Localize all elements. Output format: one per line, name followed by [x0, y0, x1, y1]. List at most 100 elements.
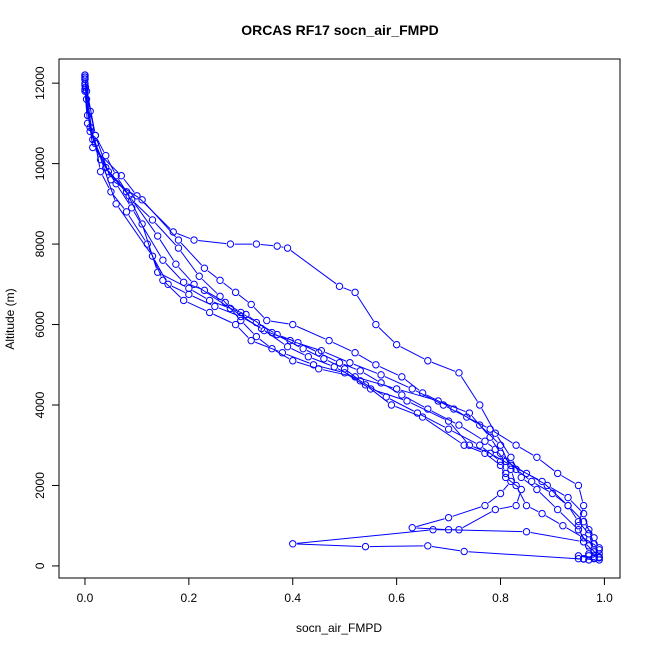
- x-tick-label: 0.6: [388, 591, 405, 605]
- series-segment: [264, 330, 285, 345]
- data-point: [522, 528, 531, 536]
- series-segment: [118, 207, 151, 253]
- data-point: [263, 316, 271, 325]
- series-segment: [259, 338, 269, 347]
- chart-title: ORCAS RF17 socn_air_FMPD: [241, 22, 439, 38]
- data-point: [226, 240, 235, 248]
- series-segment: [84, 81, 93, 136]
- data-point: [486, 425, 494, 433]
- data-point: [481, 437, 489, 445]
- series-segment: [579, 529, 583, 538]
- series-segment: [595, 547, 598, 551]
- data-point: [502, 473, 510, 482]
- data-point: [424, 542, 432, 550]
- data-point: [356, 367, 364, 375]
- series-segment: [530, 507, 539, 513]
- series-segment: [420, 414, 446, 428]
- data-point: [205, 296, 214, 305]
- y-axis: 0 2000 4000 6000 8000 10000 12000: [33, 66, 60, 569]
- series-6: [81, 79, 603, 564]
- data-point: [237, 312, 245, 321]
- series-segment: [497, 452, 504, 459]
- series-segment: [491, 440, 499, 451]
- data-point: [286, 336, 294, 345]
- series-7: [81, 87, 603, 564]
- data-point: [148, 252, 157, 260]
- series-segment: [550, 487, 565, 496]
- series-segment: [584, 517, 589, 526]
- data-point: [595, 553, 603, 561]
- series-segment: [356, 295, 375, 322]
- series-segment: [322, 369, 352, 377]
- data-point: [585, 526, 593, 534]
- series-segment: [561, 475, 576, 484]
- data-point: [595, 550, 603, 558]
- series-segment: [110, 174, 127, 193]
- data-point: [398, 373, 406, 381]
- data-point: [104, 167, 113, 176]
- series-segment: [233, 310, 261, 329]
- series-segment: [457, 410, 477, 424]
- data-point: [392, 340, 401, 349]
- series-segment: [332, 341, 352, 352]
- data-point: [185, 284, 193, 293]
- series-segment: [539, 459, 555, 472]
- data-point: [289, 320, 297, 329]
- series-segment: [369, 545, 424, 548]
- x-tick-label: 0.8: [492, 591, 509, 605]
- series-segment: [400, 389, 435, 401]
- data-point: [283, 244, 292, 252]
- data-point: [122, 208, 131, 216]
- data-point: [86, 127, 94, 136]
- data-point: [507, 453, 515, 462]
- data-point: [372, 320, 380, 329]
- data-point: [476, 441, 484, 449]
- series-8: [81, 73, 593, 563]
- data-point: [351, 348, 359, 357]
- series-segment: [511, 473, 516, 482]
- data-point: [200, 286, 209, 295]
- series-segment: [425, 419, 461, 444]
- series-segment: [493, 454, 508, 464]
- data-point: [252, 240, 261, 248]
- data-point: [190, 236, 198, 244]
- series-segment: [358, 354, 373, 364]
- data-point: [512, 481, 520, 490]
- series-segment: [114, 181, 139, 198]
- data-point: [216, 276, 224, 284]
- data-point: [574, 554, 583, 563]
- series-segment: [180, 242, 202, 266]
- data-point: [128, 204, 136, 212]
- data-point: [231, 320, 240, 329]
- data-point: [465, 441, 474, 449]
- series-segment: [431, 410, 456, 424]
- series-segment: [317, 365, 341, 373]
- data-point: [522, 469, 531, 478]
- data-point: [496, 461, 505, 470]
- data-point: [325, 336, 333, 345]
- data-point: [231, 288, 240, 297]
- series-segment: [416, 518, 445, 528]
- data-point: [278, 348, 287, 357]
- data-point: [579, 534, 588, 542]
- series-segment: [450, 423, 468, 443]
- data-point: [522, 501, 531, 510]
- data-point: [122, 188, 131, 196]
- data-point: [361, 381, 370, 389]
- data-point: [491, 445, 500, 453]
- data-point: [252, 318, 261, 327]
- series-segment: [384, 384, 399, 394]
- data-point: [346, 359, 354, 367]
- series-3: [81, 71, 603, 561]
- series-segment: [296, 543, 362, 547]
- data-point: [335, 359, 344, 367]
- series-segment: [238, 327, 249, 338]
- data-point: [486, 449, 494, 457]
- series-segment: [347, 370, 363, 383]
- data-point: [81, 71, 89, 79]
- series-segment: [296, 325, 326, 340]
- data-point: [496, 489, 505, 498]
- data-point: [289, 357, 297, 365]
- x-tick-label: 0.4: [284, 591, 301, 605]
